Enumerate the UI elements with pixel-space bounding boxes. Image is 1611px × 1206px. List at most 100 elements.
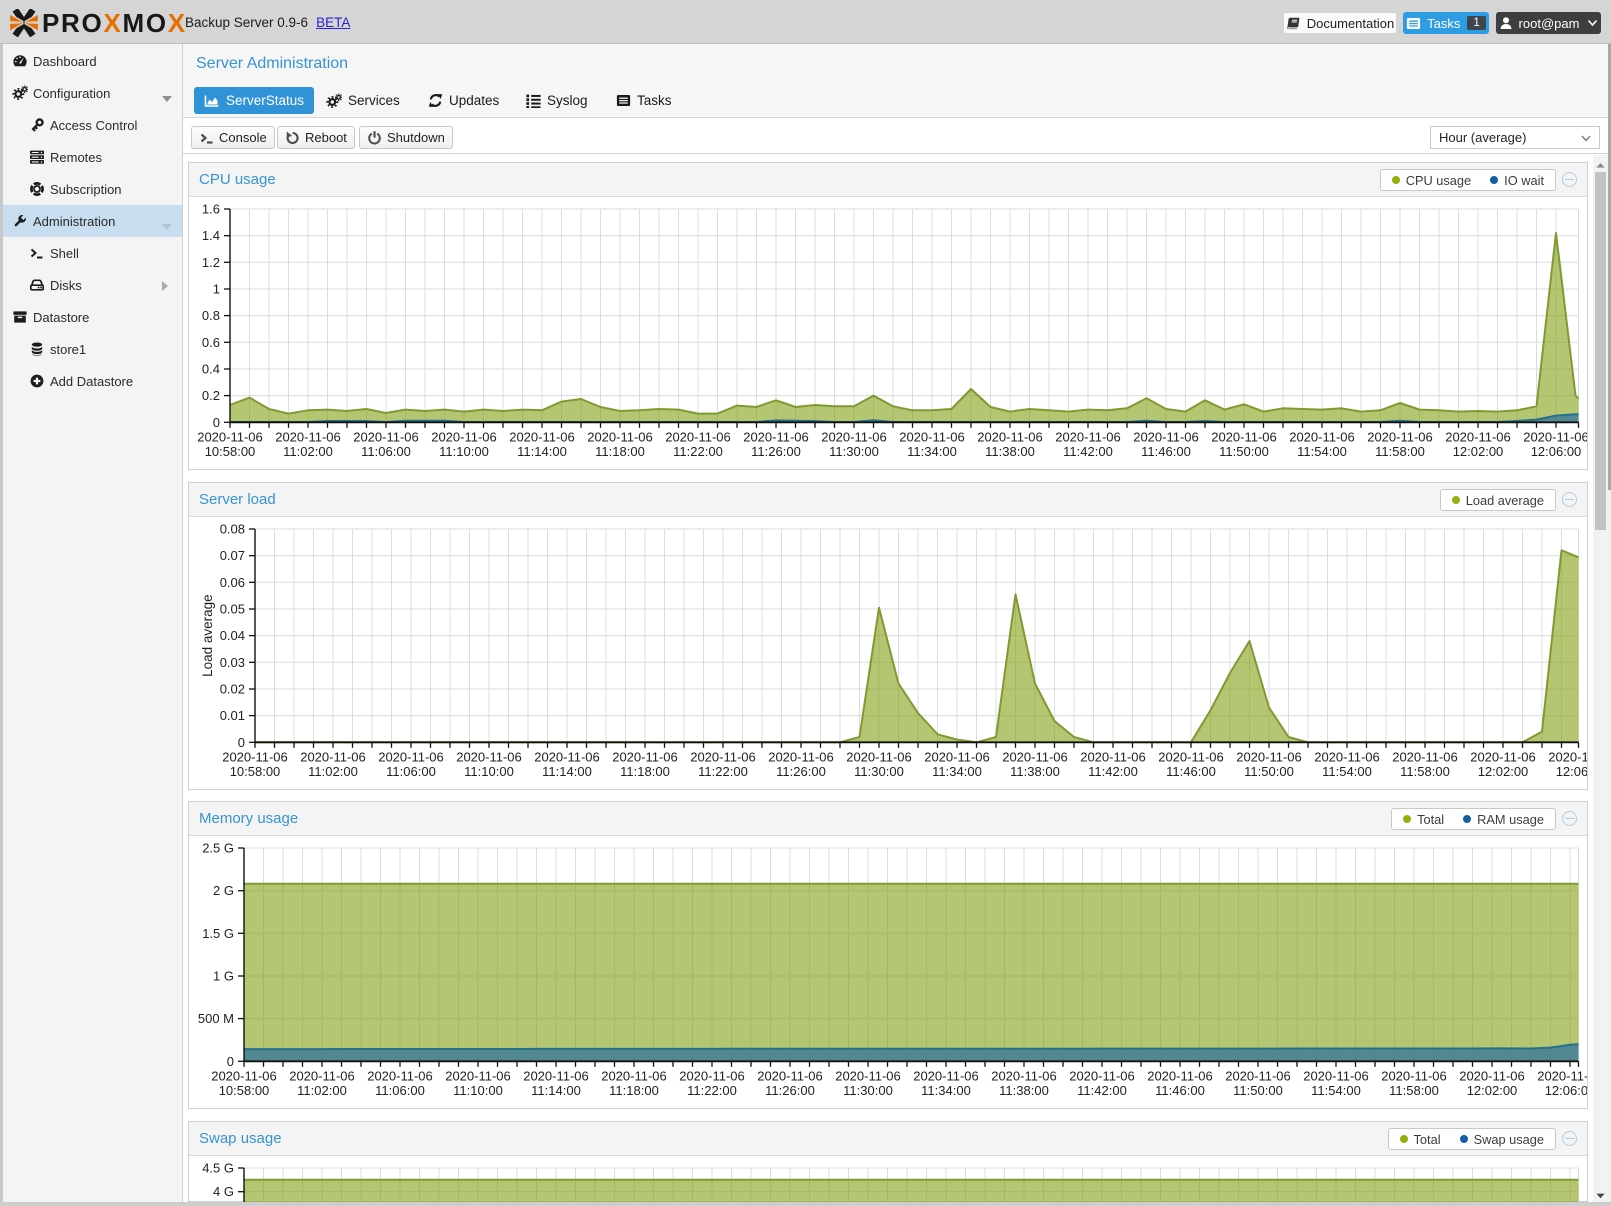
svg-text:2020-11-06: 2020-11-06 [1289,429,1355,444]
svg-text:2020-11-06: 2020-11-06 [197,429,263,444]
svg-text:2020-11-06: 2020-11-06 [1069,1068,1135,1083]
svg-text:11:42:00: 11:42:00 [1077,1083,1127,1098]
svg-text:11:30:00: 11:30:00 [843,1083,893,1098]
svg-text:11:06:00: 11:06:00 [386,764,436,779]
svg-text:2020-11-06: 2020-11-06 [523,1068,589,1083]
svg-text:11:02:00: 11:02:00 [308,764,358,779]
svg-text:2020-11-06: 2020-11-06 [768,749,834,764]
svg-text:11:02:00: 11:02:00 [297,1083,347,1098]
svg-text:11:54:00: 11:54:00 [1297,444,1347,459]
svg-text:2020-11-06: 2020-11-06 [1080,749,1146,764]
svg-text:11:22:00: 11:22:00 [687,1083,737,1098]
svg-text:11:14:00: 11:14:00 [531,1083,581,1098]
svg-text:2020-11-06: 2020-11-06 [1381,1068,1447,1083]
svg-text:11:14:00: 11:14:00 [517,444,567,459]
svg-text:11:58:00: 11:58:00 [1375,444,1425,459]
svg-text:11:46:00: 11:46:00 [1141,444,1191,459]
svg-text:2020-11-06: 2020-11-06 [1158,749,1224,764]
svg-text:2020-11-06: 2020-11-06 [977,429,1043,444]
svg-text:11:58:00: 11:58:00 [1389,1083,1439,1098]
svg-text:2020-11-06: 2020-11-06 [445,1068,511,1083]
svg-text:11:10:00: 11:10:00 [464,764,514,779]
svg-text:11:50:00: 11:50:00 [1244,764,1294,779]
svg-text:2020-11-06: 2020-11-06 [1523,429,1587,444]
svg-text:1.5 G: 1.5 G [202,926,234,941]
svg-text:0.07: 0.07 [220,548,245,563]
svg-text:2020-11-06: 2020-11-06 [821,429,887,444]
svg-text:11:10:00: 11:10:00 [453,1083,503,1098]
svg-text:2 G: 2 G [213,883,234,898]
svg-text:11:42:00: 11:42:00 [1088,764,1138,779]
svg-text:11:34:00: 11:34:00 [921,1083,971,1098]
svg-text:11:06:00: 11:06:00 [361,444,411,459]
svg-text:2020-11-06: 2020-11-06 [353,429,419,444]
svg-text:2020-11-06: 2020-11-06 [1002,749,1068,764]
svg-text:11:22:00: 11:22:00 [698,764,748,779]
svg-text:11:50:00: 11:50:00 [1233,1083,1283,1098]
svg-text:2020-11-06: 2020-11-06 [509,429,575,444]
svg-text:Load average: Load average [200,594,215,677]
svg-text:1.6: 1.6 [202,202,220,217]
svg-text:2020-11-06: 2020-11-06 [1133,429,1199,444]
svg-text:0.06: 0.06 [220,575,245,590]
svg-text:11:50:00: 11:50:00 [1219,444,1269,459]
svg-text:11:26:00: 11:26:00 [776,764,826,779]
svg-text:2020-11-06: 2020-11-06 [275,429,341,444]
svg-text:11:30:00: 11:30:00 [829,444,879,459]
svg-text:2020-11-06: 2020-11-06 [679,1068,745,1083]
svg-text:12:02:00: 12:02:00 [1478,764,1529,779]
svg-text:2020-11-06: 2020-11-06 [690,749,756,764]
svg-text:11:14:00: 11:14:00 [542,764,592,779]
svg-text:1.2: 1.2 [202,255,220,270]
svg-text:0.6: 0.6 [202,335,220,350]
svg-text:4 G: 4 G [213,1184,234,1199]
svg-text:2020-11-06: 2020-11-06 [1055,429,1121,444]
svg-text:1.4: 1.4 [202,228,220,243]
svg-text:11:38:00: 11:38:00 [1010,764,1060,779]
svg-text:11:34:00: 11:34:00 [932,764,982,779]
svg-text:11:18:00: 11:18:00 [595,444,645,459]
svg-text:2020-11-06: 2020-11-06 [991,1068,1057,1083]
svg-text:0.4: 0.4 [202,362,220,377]
svg-text:0.04: 0.04 [220,628,245,643]
svg-text:11:54:00: 11:54:00 [1311,1083,1361,1098]
svg-text:2020-11-06: 2020-11-06 [1147,1068,1213,1083]
svg-text:2020-11-06: 2020-11-06 [835,1068,901,1083]
svg-text:10:58:00: 10:58:00 [205,444,256,459]
svg-text:2020-11-06: 2020-11-06 [211,1068,277,1083]
svg-text:2020-11-06: 2020-11-06 [924,749,990,764]
svg-text:2020-11-06: 2020-11-06 [913,1068,979,1083]
svg-text:2020-11-06: 2020-11-06 [431,429,497,444]
svg-text:2020-11-06: 2020-11-06 [289,1068,355,1083]
svg-text:2020-11-06: 2020-11-06 [899,429,965,444]
svg-text:11:18:00: 11:18:00 [620,764,670,779]
svg-text:11:46:00: 11:46:00 [1166,764,1216,779]
svg-text:500 M: 500 M [198,1011,234,1026]
svg-text:0.03: 0.03 [220,655,245,670]
svg-text:11:26:00: 11:26:00 [751,444,801,459]
svg-text:1: 1 [213,282,220,297]
svg-text:0.01: 0.01 [220,708,245,723]
svg-text:2020-11-06: 2020-11-06 [1537,1068,1587,1083]
svg-text:0.05: 0.05 [220,602,245,617]
svg-text:1 G: 1 G [213,969,234,984]
svg-text:2020-11-06: 2020-11-06 [757,1068,823,1083]
svg-text:10:58:00: 10:58:00 [219,1083,270,1098]
svg-text:2020-11-06: 2020-11-06 [1367,429,1433,444]
svg-text:0.8: 0.8 [202,308,220,323]
svg-text:11:46:00: 11:46:00 [1155,1083,1205,1098]
svg-text:2020-11-06: 2020-11-06 [1225,1068,1291,1083]
svg-text:2020-11-06: 2020-11-06 [1392,749,1458,764]
svg-text:0.2: 0.2 [202,388,220,403]
svg-text:2020-11-06: 2020-11-06 [846,749,912,764]
svg-text:12:02:00: 12:02:00 [1467,1083,1518,1098]
svg-text:4.5 G: 4.5 G [202,1161,234,1176]
svg-text:11:34:00: 11:34:00 [907,444,957,459]
svg-text:12:06:00: 12:06:00 [1531,444,1582,459]
svg-text:11:30:00: 11:30:00 [854,764,904,779]
svg-text:2020-11-06: 2020-11-06 [300,749,366,764]
svg-text:10:58:00: 10:58:00 [230,764,281,779]
svg-text:2020-11-06: 2020-11-06 [222,749,288,764]
svg-text:2.5 G: 2.5 G [202,841,234,856]
svg-text:2020-11-06: 2020-11-06 [456,749,522,764]
